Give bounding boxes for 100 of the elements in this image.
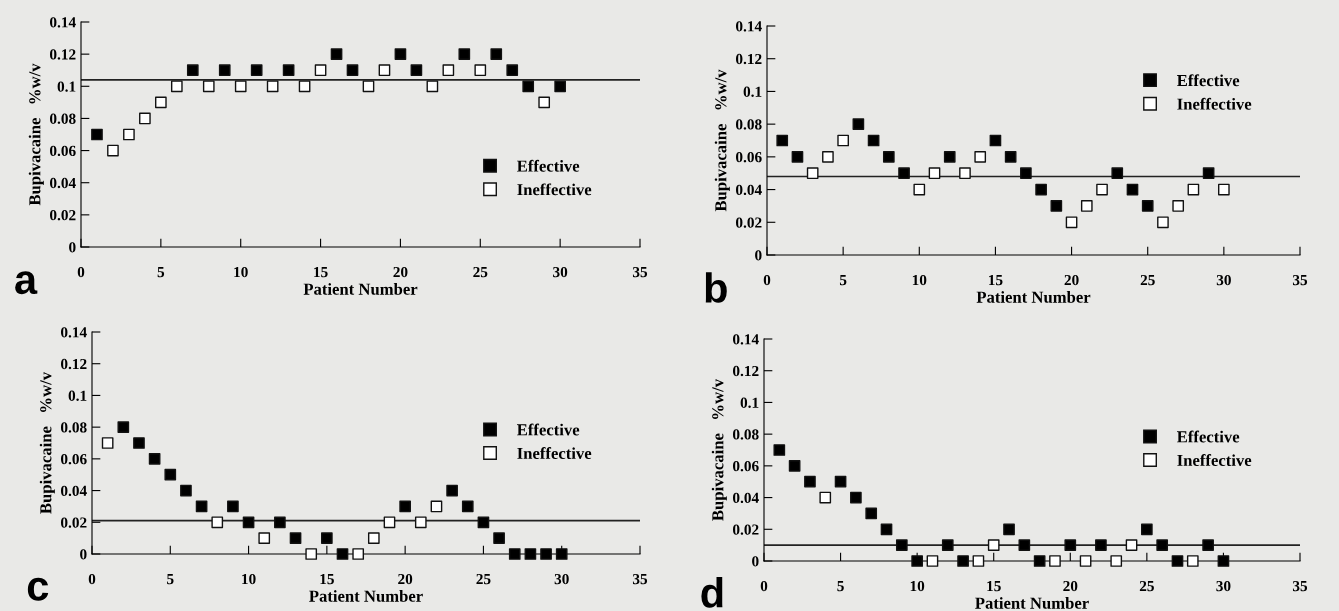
point [1172, 200, 1185, 212]
point [148, 453, 161, 465]
point [1033, 555, 1046, 567]
y-tick-label: 0 [755, 250, 762, 261]
point [806, 167, 819, 180]
point [91, 128, 103, 141]
point [895, 539, 908, 551]
point [1125, 539, 1138, 551]
point [1003, 523, 1015, 536]
x-axis-title: Patient Number [976, 291, 1091, 303]
text: c [27, 577, 49, 601]
x-tick-label: 30 [1216, 580, 1231, 592]
x-tick-label: 30 [554, 573, 569, 585]
x-tick-label: 25 [476, 573, 491, 585]
point [1156, 539, 1169, 551]
y-tick-label: 0.04 [49, 177, 76, 189]
point [298, 80, 311, 93]
point [1111, 167, 1124, 180]
point [788, 460, 801, 472]
point [346, 64, 359, 77]
point [943, 151, 956, 163]
point [234, 80, 247, 93]
point [882, 151, 895, 163]
point [170, 80, 183, 93]
legend-label: Ineffective [517, 447, 592, 459]
y-tick-label: 0.14 [735, 21, 762, 32]
point [926, 555, 939, 567]
x-tick-label: 10 [234, 266, 248, 278]
x-tick-label: 35 [1292, 274, 1308, 286]
point [321, 532, 333, 544]
x-tick-label: 5 [167, 574, 174, 585]
x-tick-label: 20 [1064, 274, 1079, 286]
point [791, 151, 804, 163]
point [928, 167, 941, 180]
point [538, 96, 551, 109]
point [227, 500, 239, 513]
point [211, 516, 224, 529]
point [378, 64, 391, 77]
point [446, 484, 458, 497]
point [458, 48, 471, 60]
y-tick-label: 0.1 [68, 390, 87, 401]
x-tick-label: 15 [314, 266, 328, 278]
point [133, 437, 145, 449]
y-tick-label: 0.06 [735, 152, 762, 163]
x-tick-label: 25 [1139, 580, 1154, 592]
y-tick-label: 0.06 [49, 145, 76, 157]
point [352, 548, 365, 560]
point [1186, 555, 1199, 567]
point [1018, 539, 1031, 551]
point [101, 437, 114, 449]
y-tick-label: 0.06 [732, 461, 759, 472]
legend-label: Ineffective [517, 183, 592, 196]
point [274, 516, 286, 529]
y-tick-label: 0.08 [60, 422, 87, 433]
point [837, 134, 849, 147]
point [362, 80, 375, 93]
point [282, 64, 295, 77]
point [155, 96, 167, 109]
point [289, 532, 302, 544]
x-tick-label: 0 [88, 573, 96, 585]
y-tick-label: 0.12 [49, 49, 76, 60]
point [1187, 183, 1200, 196]
point [540, 548, 552, 560]
point [164, 468, 177, 481]
point [336, 548, 349, 560]
y-tick-label: 0.06 [60, 454, 87, 465]
point [1217, 555, 1230, 567]
y-tick-label: 0.12 [732, 365, 759, 377]
y-tick-label: 0.1 [57, 81, 76, 92]
point [461, 500, 474, 513]
point [186, 64, 199, 77]
x-tick-label: 0 [763, 274, 771, 286]
point [123, 128, 135, 141]
point [819, 491, 832, 504]
y-tick-label: 0.14 [60, 327, 87, 338]
y-tick-label: 0.02 [735, 217, 762, 228]
point [1079, 555, 1092, 567]
point [258, 532, 271, 544]
point [410, 64, 423, 77]
point [972, 555, 985, 567]
point [117, 421, 130, 433]
point [834, 475, 847, 488]
point [493, 532, 505, 544]
y-tick-label: 0.04 [60, 485, 87, 497]
x-tick-label: 25 [473, 266, 488, 278]
point [1080, 200, 1093, 212]
point [139, 112, 151, 125]
y-tick-label: 0.02 [60, 517, 87, 528]
point [107, 144, 119, 157]
y-tick-label: 0 [80, 549, 87, 560]
legend-label: Ineffective [1177, 454, 1252, 466]
point [394, 48, 407, 60]
x-tick-label: 20 [393, 266, 408, 278]
point [1095, 539, 1107, 551]
y-tick-label: 0.1 [743, 86, 762, 97]
x-tick-label: 5 [837, 581, 844, 592]
point [865, 507, 878, 520]
y-tick-label: 0.12 [60, 358, 87, 370]
text: d [701, 577, 723, 608]
point [941, 539, 954, 551]
